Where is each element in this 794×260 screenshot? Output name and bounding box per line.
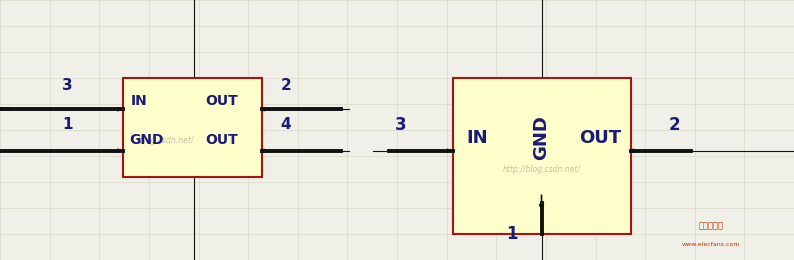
Text: 4: 4 [280,117,291,132]
Text: IN: IN [467,129,488,147]
Text: OUT: OUT [580,129,622,147]
Text: 3: 3 [62,78,73,93]
Text: blog.csdn.net/: blog.csdn.net/ [140,136,194,145]
Text: GND: GND [533,115,550,160]
Text: GND: GND [129,133,164,147]
Text: www.elecfans.com: www.elecfans.com [681,242,740,247]
Text: 2: 2 [669,116,680,134]
Text: http://blog.csdn.net/: http://blog.csdn.net/ [503,165,580,173]
Text: 2: 2 [280,78,291,93]
Text: 1: 1 [62,117,73,132]
Text: IN: IN [131,94,148,108]
Text: 1: 1 [507,225,518,243]
Text: 3: 3 [395,116,407,134]
Text: OUT: OUT [205,94,237,108]
Text: OUT: OUT [205,133,237,147]
Bar [453,78,631,234]
Text: 电子发烧友: 电子发烧友 [698,222,723,231]
Bar [123,78,262,177]
